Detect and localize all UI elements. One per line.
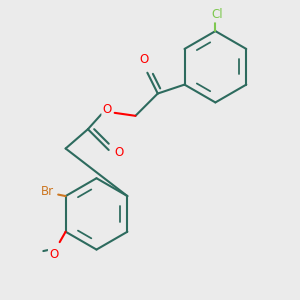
Text: Cl: Cl [211, 8, 223, 21]
Text: O: O [140, 53, 149, 66]
Text: O: O [103, 103, 112, 116]
Text: O: O [49, 248, 58, 260]
Text: O: O [115, 146, 124, 160]
Text: Br: Br [41, 185, 54, 198]
